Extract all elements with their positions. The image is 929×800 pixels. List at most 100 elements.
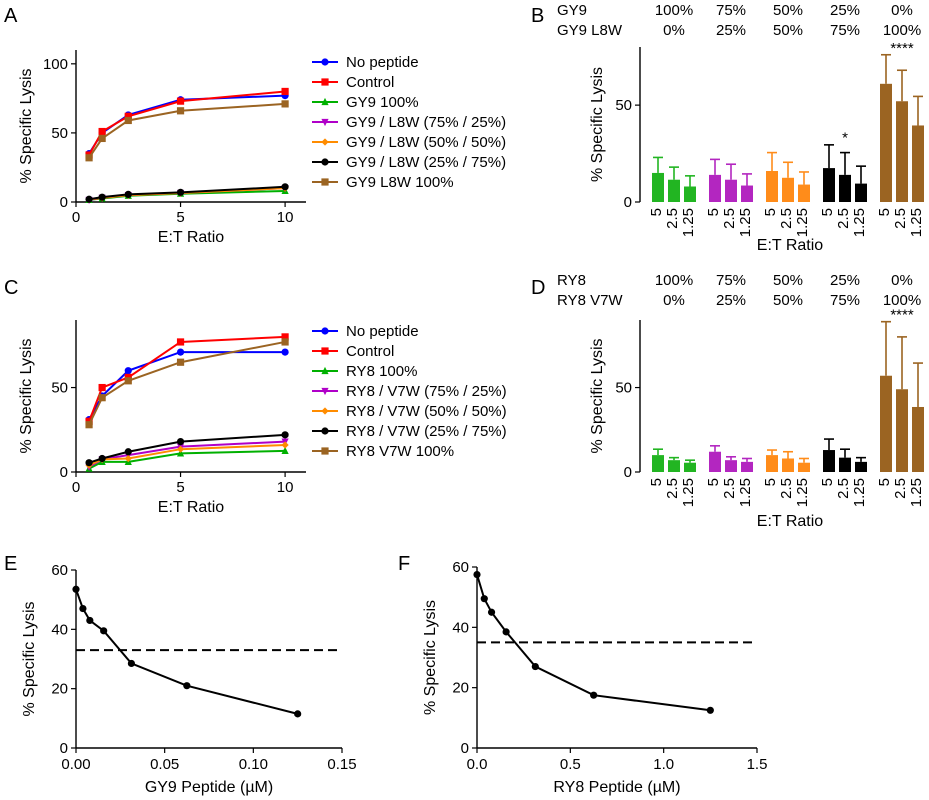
y-tick-label: 40	[452, 619, 469, 636]
bar-label: 5	[876, 208, 893, 216]
legend-label: RY8 V7W 100%	[346, 443, 454, 460]
bar	[709, 174, 721, 202]
data-point	[86, 616, 94, 625]
y-tick-label: 50	[51, 380, 68, 397]
bar	[652, 172, 664, 202]
header-cell: 0%	[663, 22, 685, 39]
bar-label: 1.25	[794, 208, 811, 237]
legend-label: RY8 100%	[346, 363, 417, 380]
x-tick-label: 1.0	[653, 756, 674, 773]
significance-marker: *	[842, 130, 848, 147]
bar	[912, 406, 924, 472]
bar-label: 1.25	[908, 478, 925, 507]
data-point	[281, 100, 289, 108]
series-line	[75, 588, 298, 715]
legend-label: GY9 / L8W (75% / 25%)	[346, 114, 506, 131]
data-point	[281, 333, 289, 341]
x-tick-label: 10	[277, 479, 294, 496]
header-cell: 75%	[716, 2, 746, 19]
x-tick-label: 0.10	[239, 756, 268, 773]
data-point	[124, 367, 132, 375]
data-point	[176, 107, 185, 115]
bar-label: 5	[819, 478, 836, 486]
panel-letter: D	[531, 277, 545, 299]
y-axis-title: % Specific Lysis	[18, 69, 35, 184]
significance-marker: ****	[890, 40, 914, 57]
bar	[896, 101, 908, 202]
data-point	[281, 348, 289, 356]
bar	[766, 455, 778, 472]
data-point	[502, 628, 510, 636]
data-point	[183, 682, 191, 690]
y-tick-label: 100	[43, 56, 68, 73]
data-point	[281, 431, 289, 439]
header-row-label: RY8 V7W	[557, 292, 623, 309]
bar	[839, 174, 851, 202]
data-point	[176, 358, 185, 366]
data-point	[281, 338, 289, 346]
x-axis-title: E:T Ratio	[158, 499, 225, 516]
series-line	[88, 102, 286, 159]
panel-a-chart: 0 50 100 0 5 10 E:T Ratio % Specific Lysis No pe…	[18, 50, 506, 246]
header-cell: 100%	[655, 2, 693, 19]
data-point	[98, 127, 106, 136]
data-point	[281, 441, 289, 449]
header-cell: 0%	[663, 292, 685, 309]
bar	[725, 460, 737, 472]
legend-marker	[321, 78, 329, 86]
x-tick-label: 10	[277, 209, 294, 226]
y-tick-label: 0	[60, 740, 68, 757]
y-tick-label: 50	[51, 125, 68, 142]
data-point	[176, 449, 185, 457]
bar-label: 2.5	[892, 478, 909, 499]
bar-label: 2.5	[778, 208, 795, 229]
data-point	[72, 585, 80, 593]
x-tick-label: 0.00	[61, 756, 90, 773]
bar-label: 5	[705, 478, 722, 486]
x-tick-label: 0.5	[560, 756, 581, 773]
legend-label: GY9 / L8W (25% / 75%)	[346, 154, 506, 171]
header-cell: 25%	[830, 2, 860, 19]
header-cell: 50%	[773, 292, 803, 309]
y-tick-label: 50	[615, 380, 632, 397]
bar	[855, 183, 867, 202]
legend-marker	[321, 178, 329, 186]
y-tick-label: 40	[51, 621, 68, 638]
x-axis-title: E:T Ratio	[757, 237, 824, 254]
panel-c-chart: 0 50 0 5 10 E:T Ratio % Specific Lysis No pepti…	[18, 320, 507, 516]
bar-label: 5	[705, 208, 722, 216]
panel-letter: B	[531, 5, 544, 27]
data-point	[176, 97, 185, 105]
bar-label: 5	[648, 208, 665, 216]
data-point	[281, 87, 289, 96]
data-point	[294, 710, 302, 718]
data-point	[98, 193, 106, 201]
header-row-label: GY9 L8W	[557, 22, 623, 39]
data-point	[531, 662, 539, 671]
legend-label: RY8 / V7W (75% / 25%)	[346, 383, 507, 400]
header-cell: 75%	[716, 272, 746, 289]
header-cell: 0%	[891, 272, 913, 289]
data-point	[706, 706, 714, 714]
bar-label: 2.5	[778, 478, 795, 499]
header-row-label: RY8	[557, 272, 586, 289]
header-cell: 50%	[773, 22, 803, 39]
legend-label: GY9 100%	[346, 94, 419, 111]
data-point	[85, 421, 93, 429]
bar	[741, 185, 753, 202]
header-cell: 0%	[891, 2, 913, 19]
y-tick-label: 20	[51, 681, 68, 698]
bar	[880, 375, 892, 472]
legend-marker	[321, 366, 329, 375]
bar-label: 1.25	[737, 478, 754, 507]
panel-letter: F	[398, 553, 410, 575]
header-cell: 25%	[830, 272, 860, 289]
bar	[741, 461, 753, 472]
y-tick-label: 60	[51, 562, 68, 579]
legend-marker	[321, 407, 329, 415]
legend-label: GY9 / L8W (50% / 50%)	[346, 134, 506, 151]
bar-label: 1.25	[851, 208, 868, 237]
bar-label: 2.5	[721, 478, 738, 499]
